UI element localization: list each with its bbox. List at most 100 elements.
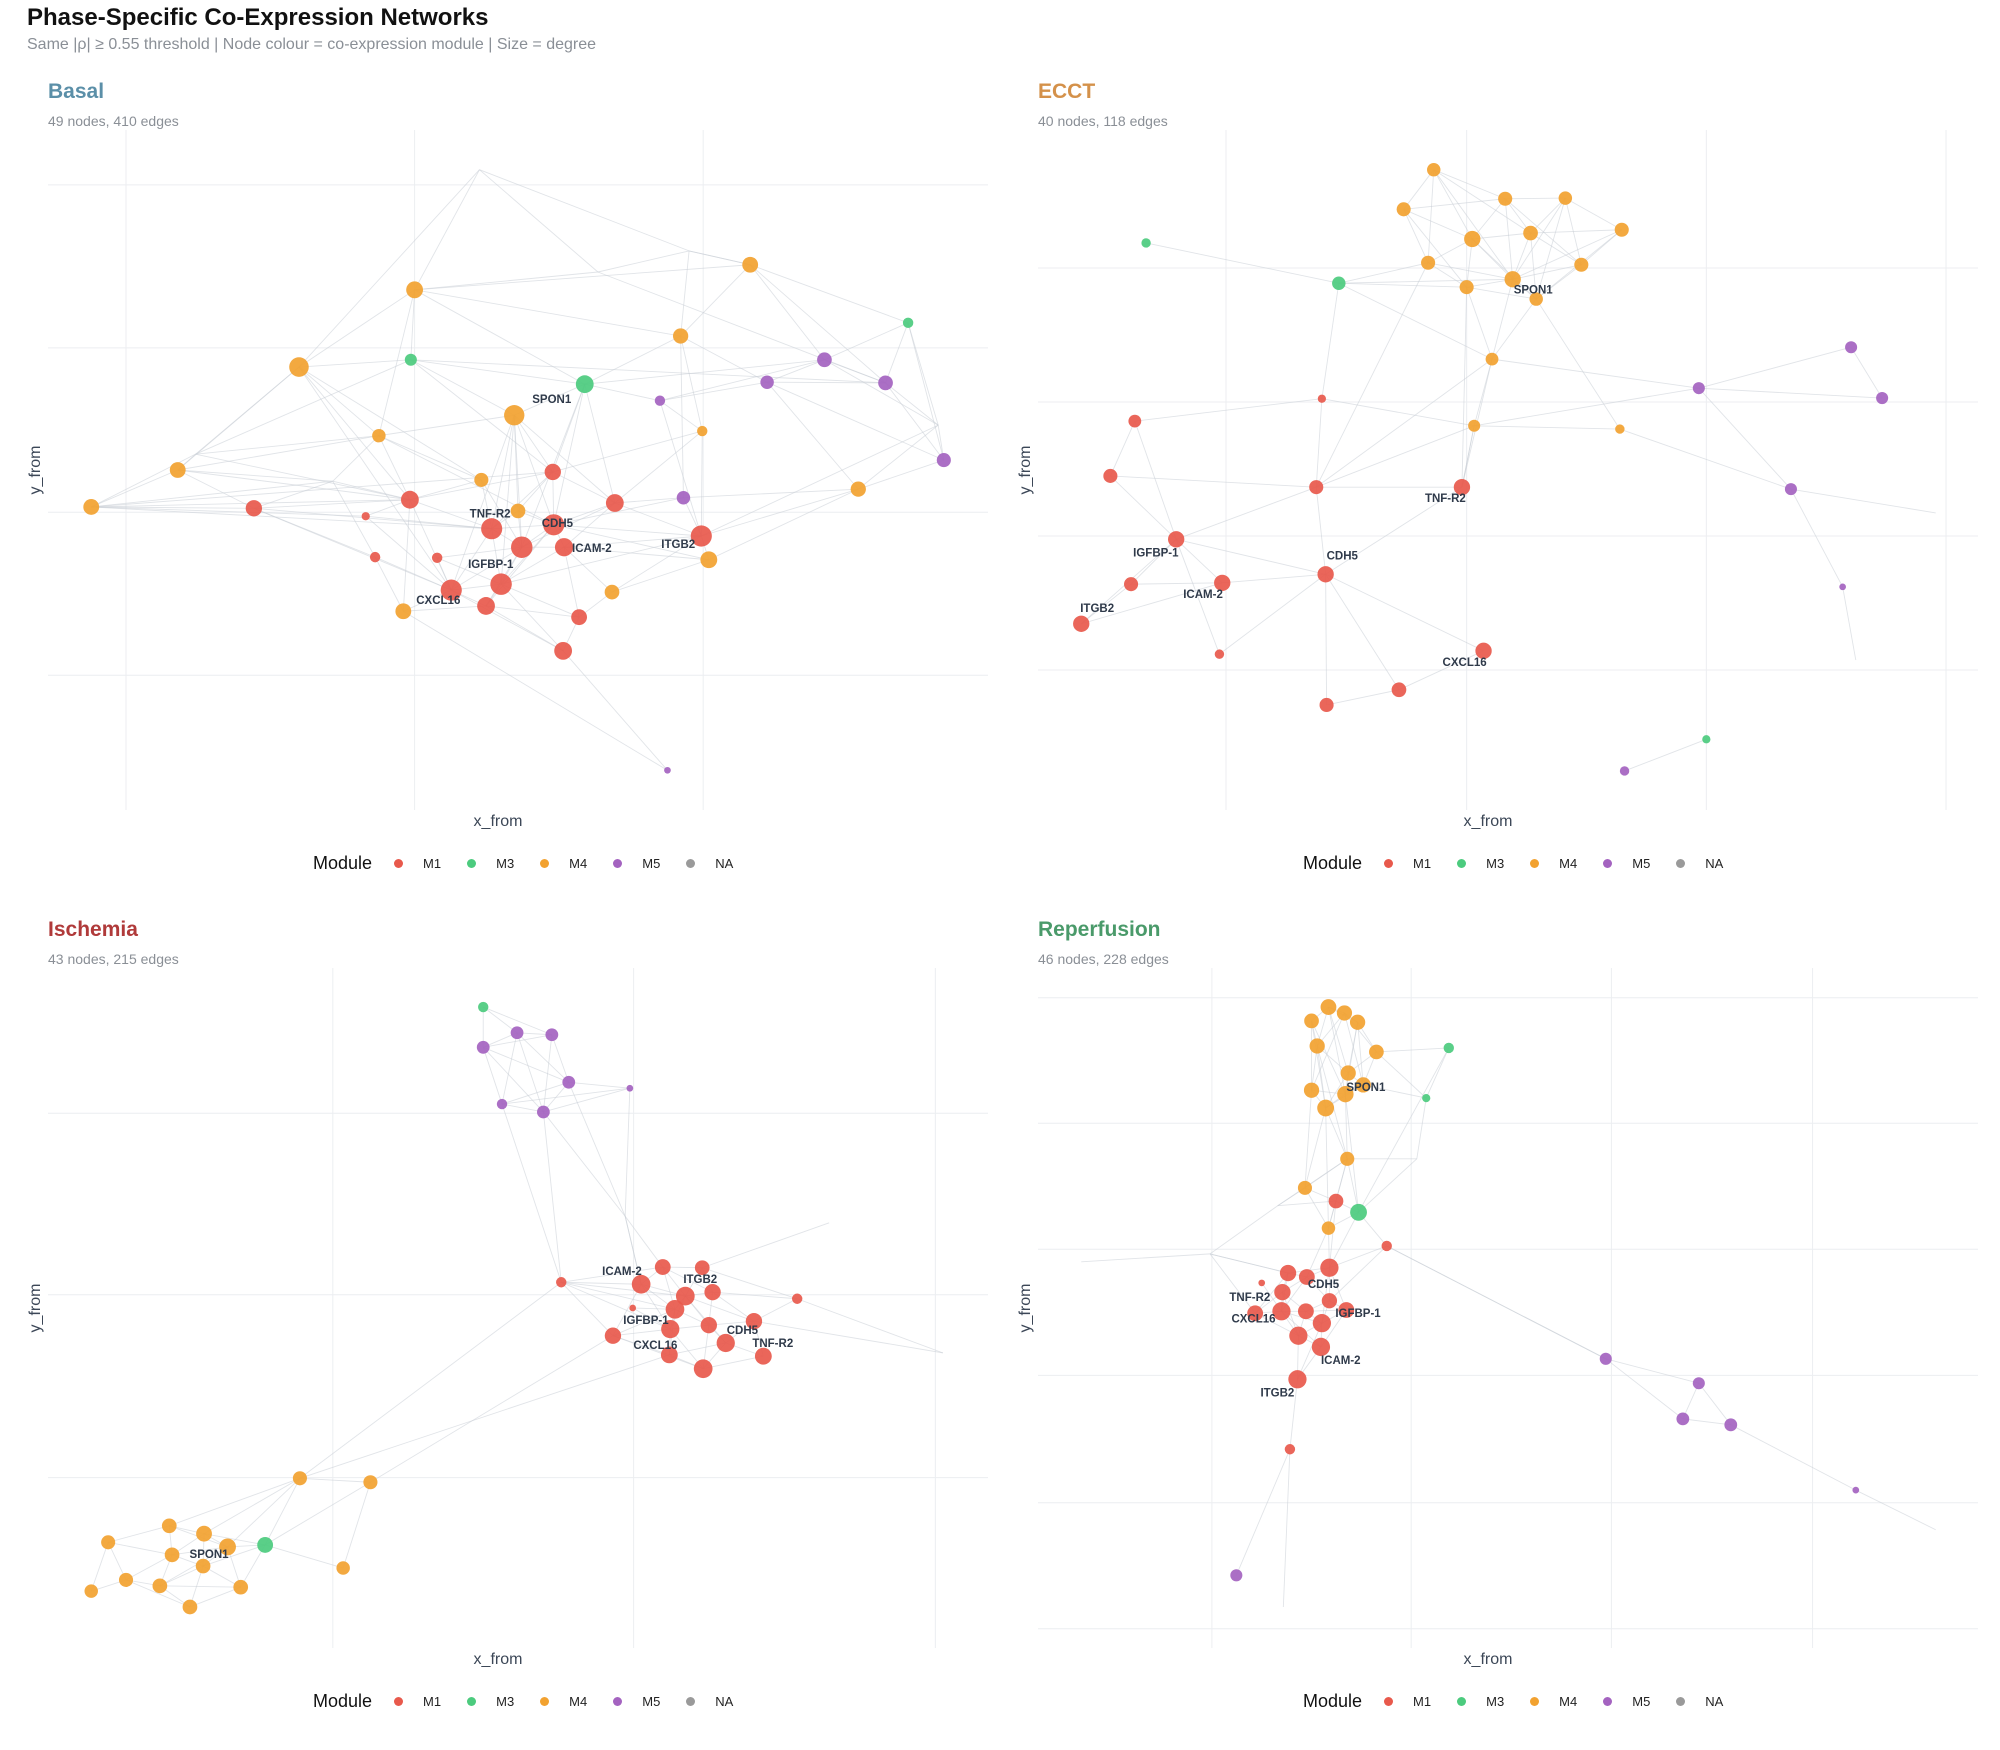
network-edge <box>485 605 564 652</box>
network-edge <box>1619 428 1792 490</box>
legend-item-m1: M1 <box>394 1694 441 1709</box>
network-edge <box>564 546 709 561</box>
network-edge <box>1131 582 1223 585</box>
network-edge <box>753 1320 943 1354</box>
network-edge <box>1491 358 1699 389</box>
y-axis-label: y_from <box>1017 446 1034 495</box>
network-edge <box>1175 539 1220 655</box>
network-node-m4 <box>118 1572 134 1587</box>
network-edge <box>1474 387 1699 427</box>
legend-item-m3: M3 <box>467 1694 514 1709</box>
network-node-m4 <box>395 603 412 620</box>
network-edge <box>680 264 751 337</box>
network-edge <box>1344 1094 1359 1213</box>
network-node-m4 <box>1317 1099 1335 1117</box>
network-node-m1 <box>604 1327 622 1344</box>
network-node-m4 <box>1303 1082 1320 1098</box>
node-label: CDH5 <box>727 1325 759 1337</box>
panel-basal: Basal 49 nodes, 410 edges SPON1 ITGB2 CDH5… <box>0 0 1000 873</box>
network-node-m1 <box>1274 1283 1291 1301</box>
network-edge <box>513 414 554 473</box>
network-edge <box>584 359 825 385</box>
network-edge <box>514 383 585 416</box>
network-edge <box>90 1542 109 1592</box>
network-node-m4 <box>604 584 620 600</box>
network-node-m1 <box>511 536 533 558</box>
legend-item-m1: M1 <box>394 856 441 871</box>
network-node-m3 <box>478 1001 489 1013</box>
network-node-m1 <box>1338 1302 1355 1318</box>
network-node-m5 <box>676 490 691 505</box>
nodes <box>83 256 951 774</box>
network-edge <box>177 469 255 509</box>
network-node-m3 <box>1332 276 1346 290</box>
network-edge <box>240 1544 266 1588</box>
node-label: ITGB2 <box>1260 1387 1294 1399</box>
network-node-m4 <box>233 1579 249 1595</box>
network-edge <box>516 1032 544 1113</box>
network-edge <box>1855 1489 1936 1531</box>
network-node-m3 <box>1443 1042 1454 1054</box>
node-label: ICAM-2 <box>602 1266 642 1278</box>
network-node-m4 <box>1421 255 1436 270</box>
network-edge <box>298 366 380 437</box>
network-edge <box>1176 538 1326 575</box>
edges <box>1081 1006 1936 1607</box>
network-node-m4 <box>161 1518 177 1534</box>
network-edge <box>203 1477 301 1535</box>
network-node-m4 <box>84 1584 98 1598</box>
network-edge <box>1110 475 1177 540</box>
network-edge <box>436 557 502 585</box>
network-edge <box>1344 1012 1364 1086</box>
panel-ischemia: Ischemia 43 nodes, 215 edges ICAM-2 ITGB2… <box>0 838 1000 1711</box>
network-edge <box>1403 169 1435 210</box>
network-node-m1 <box>543 514 565 536</box>
network-edge <box>561 1266 663 1283</box>
network-edge <box>342 1482 371 1569</box>
network-edge <box>159 1585 241 1588</box>
network-node-m4 <box>700 551 718 569</box>
legend-item-m4: M4 <box>540 1694 587 1709</box>
legend-dot-icon <box>613 1697 623 1706</box>
network-node-m1 <box>1453 478 1471 496</box>
nodes <box>1073 162 1889 776</box>
network-node-m1 <box>571 609 588 626</box>
network-edge <box>659 381 768 402</box>
network-edge <box>1329 1245 1388 1302</box>
network-edge <box>521 502 616 548</box>
node-label: IGFBP-1 <box>468 559 514 571</box>
network-edge <box>1512 232 1531 280</box>
network-node-m1 <box>716 1333 735 1353</box>
network-node-m4 <box>1574 257 1589 272</box>
network-node-m1 <box>631 1274 651 1294</box>
network-node-m1 <box>654 1259 671 1275</box>
panel-title: Ischemia <box>48 918 138 941</box>
network-edge <box>501 1081 569 1105</box>
network-node-m1 <box>1128 414 1142 428</box>
network-node-m1 <box>1298 1269 1315 1285</box>
network-edge <box>700 431 703 537</box>
network-edge <box>172 1546 228 1556</box>
network-edge <box>374 556 452 591</box>
network-edge <box>1325 1107 1348 1160</box>
network-edge <box>491 415 515 529</box>
legend-dot-icon <box>1384 1697 1394 1706</box>
network-edge <box>483 1034 552 1048</box>
network-edge <box>702 1267 798 1300</box>
network-edge <box>612 1335 704 1370</box>
network-node-m5 <box>1784 483 1797 496</box>
network-edge <box>169 1477 301 1527</box>
network-edge <box>552 430 703 473</box>
network-edge <box>551 1034 570 1083</box>
network-edge <box>1130 538 1177 585</box>
network-edge <box>265 1544 344 1569</box>
network-node-m4 <box>1614 222 1629 237</box>
legend-dot-icon <box>540 859 550 868</box>
network-node-m4 <box>169 462 186 478</box>
network-node-m4 <box>1336 1005 1353 1021</box>
network-node-m3 <box>1422 1094 1431 1103</box>
network-node-m4 <box>1340 1151 1355 1166</box>
network-edge <box>1698 387 1792 490</box>
node-label: CXCL16 <box>1443 657 1487 669</box>
network-edge <box>1530 197 1566 234</box>
